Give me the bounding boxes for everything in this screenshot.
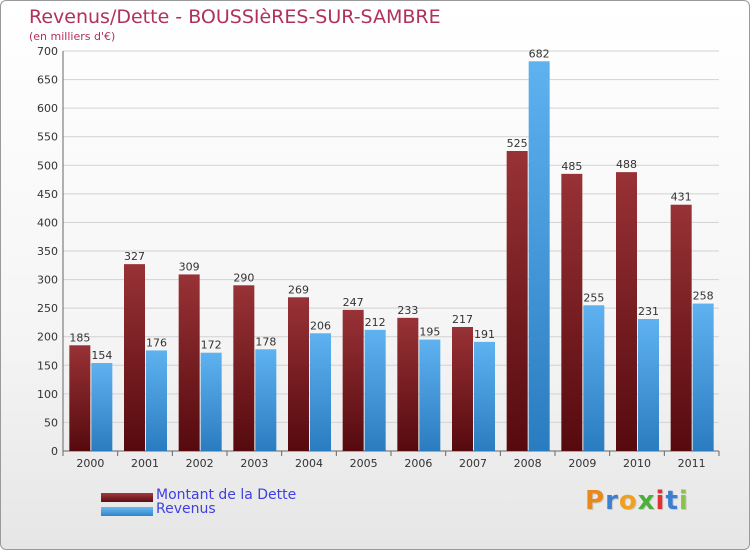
y-tick-label: 550 bbox=[37, 131, 58, 144]
proxiti-logo: Proxiti bbox=[585, 486, 689, 516]
legend-label-dette: Montant de la Dette bbox=[156, 487, 297, 503]
data-label-dette: 309 bbox=[179, 260, 200, 273]
x-tick-label: 2010 bbox=[623, 457, 651, 470]
bar-revenus bbox=[146, 350, 167, 451]
data-label-dette: 247 bbox=[343, 296, 364, 309]
data-label-revenus: 255 bbox=[583, 291, 604, 304]
y-tick-label: 350 bbox=[37, 245, 58, 258]
y-tick-label: 100 bbox=[37, 388, 58, 401]
logo-letter: o bbox=[618, 486, 638, 516]
data-label-revenus: 212 bbox=[365, 316, 386, 329]
bar-revenus bbox=[364, 329, 386, 451]
bar-dette bbox=[233, 285, 255, 451]
data-label-revenus: 231 bbox=[638, 305, 659, 318]
chart-title: Revenus/Dette - BOUSSIèRES-SUR-SAMBRE bbox=[29, 6, 441, 28]
bar-revenus bbox=[419, 339, 441, 451]
data-label-revenus: 682 bbox=[529, 47, 550, 60]
y-tick-label: 700 bbox=[37, 45, 58, 58]
x-tick-label: 2005 bbox=[350, 457, 378, 470]
x-tick-label: 2004 bbox=[295, 457, 323, 470]
y-tick-label: 200 bbox=[37, 331, 58, 344]
logo-letter: i bbox=[678, 486, 689, 516]
x-tick-label: 2007 bbox=[459, 457, 487, 470]
data-label-dette: 525 bbox=[507, 137, 528, 150]
bar-revenus bbox=[255, 349, 277, 451]
data-label-dette: 485 bbox=[561, 160, 582, 173]
data-label-dette: 217 bbox=[452, 313, 473, 326]
bar-dette bbox=[397, 317, 419, 451]
y-tick-label: 400 bbox=[37, 216, 58, 229]
bar-revenus bbox=[583, 305, 605, 451]
x-tick-label: 2002 bbox=[186, 457, 214, 470]
logo-letter: P bbox=[585, 486, 606, 516]
bar-revenus bbox=[91, 363, 113, 451]
data-label-revenus: 258 bbox=[693, 290, 714, 303]
y-tick-label: 600 bbox=[37, 102, 58, 115]
bar-dette bbox=[670, 204, 692, 451]
bar-dette bbox=[452, 327, 473, 451]
data-label-revenus: 176 bbox=[146, 336, 167, 349]
bar-dette bbox=[342, 309, 364, 451]
bar-dette bbox=[616, 172, 637, 451]
data-label-dette: 233 bbox=[397, 304, 418, 317]
y-tick-label: 150 bbox=[37, 359, 58, 372]
x-tick-label: 2003 bbox=[240, 457, 268, 470]
data-label-revenus: 206 bbox=[310, 319, 331, 332]
legend-label-revenus: Revenus bbox=[156, 501, 216, 517]
bar-dette bbox=[288, 297, 309, 451]
data-label-revenus: 195 bbox=[419, 326, 440, 339]
data-label-dette: 290 bbox=[233, 271, 254, 284]
bar-dette bbox=[124, 264, 145, 451]
data-label-revenus: 154 bbox=[91, 349, 112, 362]
legend-swatch-dette bbox=[101, 493, 153, 502]
data-label-dette: 185 bbox=[69, 331, 90, 344]
bar-dette bbox=[69, 345, 91, 451]
legend-swatch-revenus bbox=[101, 507, 153, 516]
logo-letter: i bbox=[655, 486, 666, 516]
x-tick-label: 2008 bbox=[514, 457, 542, 470]
data-label-revenus: 172 bbox=[201, 339, 222, 352]
bar-dette bbox=[561, 173, 583, 451]
x-tick-label: 2011 bbox=[678, 457, 706, 470]
data-label-dette: 488 bbox=[616, 158, 637, 171]
bar-revenus bbox=[528, 61, 550, 452]
logo-letter: r bbox=[605, 486, 619, 516]
bar-dette bbox=[178, 274, 200, 451]
x-tick-label: 2006 bbox=[404, 457, 432, 470]
logo-letter: x bbox=[637, 486, 656, 516]
bar-revenus bbox=[200, 352, 222, 451]
data-label-revenus: 191 bbox=[474, 328, 495, 341]
x-tick-label: 2001 bbox=[131, 457, 159, 470]
y-tick-label: 0 bbox=[51, 445, 58, 458]
y-tick-label: 500 bbox=[37, 159, 58, 172]
x-tick-label: 2000 bbox=[76, 457, 104, 470]
bar-revenus bbox=[638, 319, 659, 451]
bar-revenus bbox=[692, 303, 714, 451]
y-tick-label: 300 bbox=[37, 274, 58, 287]
chart-subtitle: (en milliers d'€) bbox=[29, 30, 116, 43]
bar-dette bbox=[506, 151, 528, 451]
data-label-dette: 269 bbox=[288, 283, 309, 296]
bar-revenus bbox=[474, 341, 495, 451]
data-label-dette: 327 bbox=[124, 250, 145, 263]
y-tick-label: 250 bbox=[37, 302, 58, 315]
data-label-revenus: 178 bbox=[255, 335, 276, 348]
y-tick-label: 50 bbox=[44, 416, 58, 429]
y-tick-label: 450 bbox=[37, 188, 58, 201]
data-label-dette: 431 bbox=[671, 191, 692, 204]
y-tick-label: 650 bbox=[37, 74, 58, 87]
x-tick-label: 2009 bbox=[568, 457, 596, 470]
logo-letter: t bbox=[665, 486, 679, 516]
bar-revenus bbox=[310, 333, 331, 451]
